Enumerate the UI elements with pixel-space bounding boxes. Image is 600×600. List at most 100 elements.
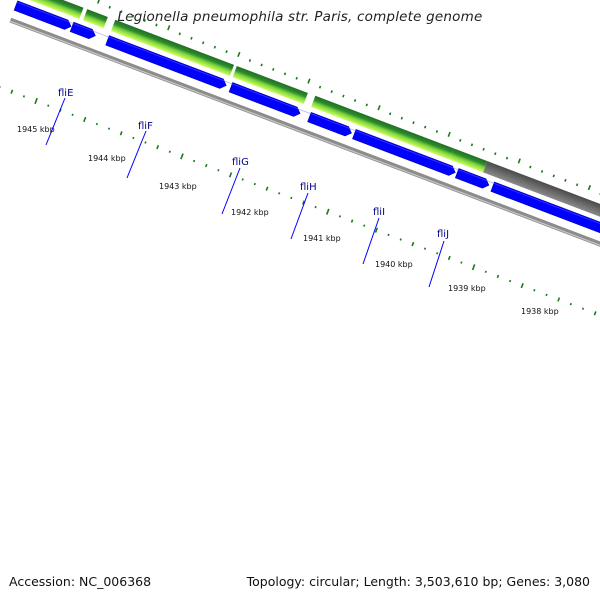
tick-mark <box>260 63 263 67</box>
tick-mark <box>201 41 205 45</box>
tick-mark <box>517 158 521 164</box>
tick-mark <box>365 103 368 107</box>
cds-track <box>13 0 600 267</box>
gc-mark <box>508 279 512 283</box>
cds-arrow[interactable] <box>490 181 600 267</box>
gc-mark <box>545 293 548 297</box>
cds-arrow[interactable] <box>13 0 73 31</box>
gc-mark <box>325 208 330 215</box>
tick-mark <box>435 130 439 133</box>
tick-mark <box>143 19 146 23</box>
tick-mark <box>540 170 544 173</box>
gene-labels: fliE fliF fliG fliH fliI fliJ <box>58 88 449 240</box>
cds-arrow[interactable] <box>352 129 458 177</box>
tick-mark <box>400 116 404 120</box>
feature-segment-6[interactable] <box>449 148 488 173</box>
tick-mark <box>120 10 123 14</box>
feature-segment-1[interactable] <box>19 0 84 19</box>
gene-label-fliE[interactable]: fliE <box>58 88 73 99</box>
tick-label: 1941 kbp <box>303 234 341 243</box>
gc-mark <box>144 141 147 144</box>
cds-arrow[interactable] <box>307 112 354 137</box>
feature-segment-3[interactable] <box>111 19 235 77</box>
tick-mark <box>353 99 357 102</box>
cds-arrow[interactable] <box>105 35 228 90</box>
tick-mark <box>552 174 555 178</box>
gc-mark <box>423 247 427 250</box>
gc-mark <box>569 302 572 306</box>
tick-mark <box>131 14 135 18</box>
tick-mark <box>96 0 101 4</box>
gc-mark <box>350 219 354 223</box>
tick-label: 1940 kbp <box>375 260 413 269</box>
tick-mark <box>494 152 497 156</box>
gene-label-lines <box>45 97 445 288</box>
tick-mark <box>470 143 474 147</box>
gc-mark <box>460 261 463 264</box>
tick-mark <box>248 59 252 62</box>
tick-mark <box>424 125 427 129</box>
tick-marks <box>96 0 600 196</box>
gc-mark <box>168 150 171 153</box>
tick-label: 1944 kbp <box>88 154 126 163</box>
tick-mark <box>587 184 592 191</box>
tick-label: 1943 kbp <box>159 182 197 191</box>
tick-mark <box>307 78 311 84</box>
gc-mark <box>204 163 208 168</box>
gc-mark <box>34 97 38 105</box>
tick-mark <box>178 32 181 36</box>
tick-mark <box>564 178 567 182</box>
tick-mark <box>447 131 451 137</box>
gc-mark <box>363 224 366 227</box>
cds-arrow[interactable] <box>69 21 97 40</box>
tick-mark <box>295 76 298 80</box>
tick-label: 1945 kbp <box>17 125 55 134</box>
feature-segment-4[interactable] <box>232 65 308 105</box>
gc-mark <box>533 289 536 292</box>
gc-mark <box>387 233 390 237</box>
gc-mark <box>338 215 342 218</box>
feature-segment-2[interactable] <box>82 9 108 29</box>
tick-mark <box>225 50 228 54</box>
tick-mark <box>505 156 509 160</box>
tick-mark <box>237 51 241 58</box>
genome-summary-text: Topology: circular; Length: 3,503,610 bp… <box>246 574 590 589</box>
cds-arrow[interactable] <box>228 82 302 119</box>
feature-track <box>19 0 600 251</box>
tick-mark <box>342 94 345 98</box>
gc-mark <box>10 89 14 94</box>
accession-text: Accession: NC_006368 <box>9 574 152 589</box>
gc-mark <box>436 252 439 255</box>
tick-mark <box>318 85 322 89</box>
gc-mark <box>253 182 256 186</box>
gc-mark <box>22 95 26 98</box>
gc-mark <box>119 131 123 136</box>
gc-mark <box>581 307 585 310</box>
gc-mark <box>520 283 524 289</box>
feature-segment-5[interactable] <box>311 95 454 160</box>
gene-label-fliG[interactable]: fliG <box>232 157 249 168</box>
tick-mark <box>575 183 579 187</box>
gene-label-fliH[interactable]: fliH <box>300 182 317 193</box>
map-title: Legionella pneumophila str. Paris, compl… <box>117 9 483 25</box>
tick-mark <box>388 112 392 116</box>
gc-mark <box>0 85 1 89</box>
gene-label-fliF[interactable]: fliF <box>138 121 153 132</box>
tick-label: 1942 kbp <box>231 208 269 217</box>
gc-mark <box>132 136 135 140</box>
cds-arrow[interactable] <box>454 168 490 190</box>
tick-mark <box>330 90 333 94</box>
gc-mark <box>278 192 281 195</box>
gc-mark <box>496 274 500 279</box>
gc-mark <box>265 186 269 191</box>
gc-mark <box>156 144 160 150</box>
genome-backbone <box>9 17 600 279</box>
feature-segment-7[interactable] <box>483 161 600 251</box>
gene-label-fliI[interactable]: fliI <box>373 207 385 218</box>
tick-mark <box>529 165 532 169</box>
gc-mark <box>47 104 50 107</box>
gene-label-fliJ[interactable]: fliJ <box>437 229 449 240</box>
gc-mark <box>71 113 74 117</box>
tick-mark <box>377 105 381 111</box>
